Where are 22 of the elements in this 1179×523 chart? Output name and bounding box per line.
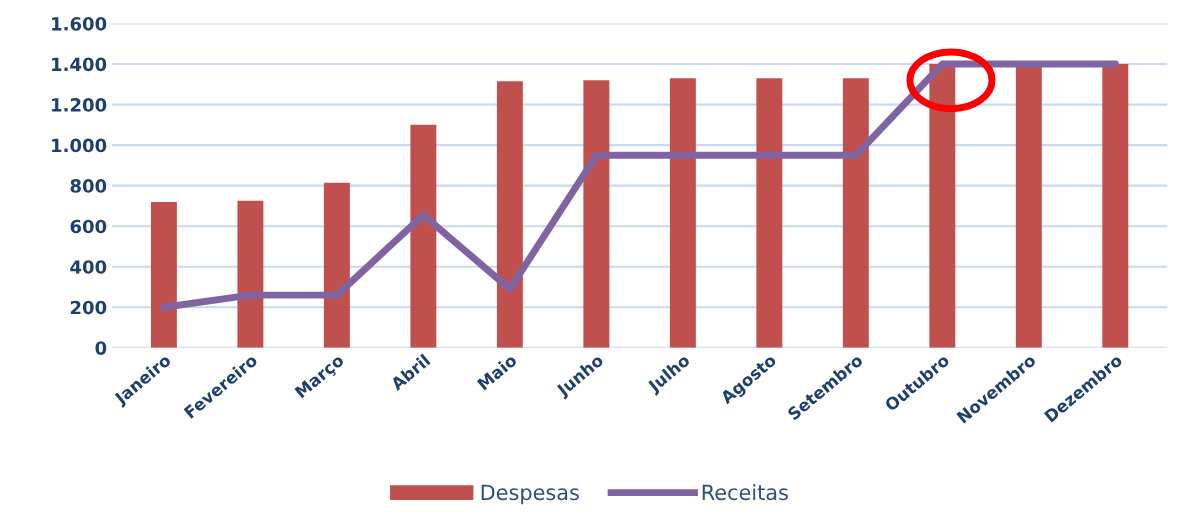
y-tick-label: 0 bbox=[95, 341, 107, 355]
bar bbox=[929, 64, 956, 348]
y-tick-label: 800 bbox=[70, 179, 107, 193]
y-tick-label: 1.600 bbox=[52, 16, 107, 31]
y-tick-label: 1.000 bbox=[52, 138, 107, 153]
bar bbox=[410, 124, 437, 348]
y-tick-label: 400 bbox=[70, 260, 107, 274]
bar bbox=[842, 78, 869, 348]
bar bbox=[583, 80, 610, 348]
y-tick-label: 1.200 bbox=[52, 98, 107, 112]
bar bbox=[496, 81, 523, 348]
bar bbox=[323, 182, 350, 348]
y-tick-label: 600 bbox=[70, 219, 107, 234]
legend-label: Receitas bbox=[702, 484, 788, 501]
bar bbox=[150, 201, 177, 348]
y-tick-label: 200 bbox=[70, 300, 107, 315]
legend-label: Despesas bbox=[481, 484, 579, 505]
y-tick-label: 1.400 bbox=[52, 57, 107, 72]
bar bbox=[669, 78, 696, 348]
bar bbox=[237, 200, 264, 348]
bar bbox=[1102, 64, 1129, 348]
bar bbox=[756, 78, 783, 348]
